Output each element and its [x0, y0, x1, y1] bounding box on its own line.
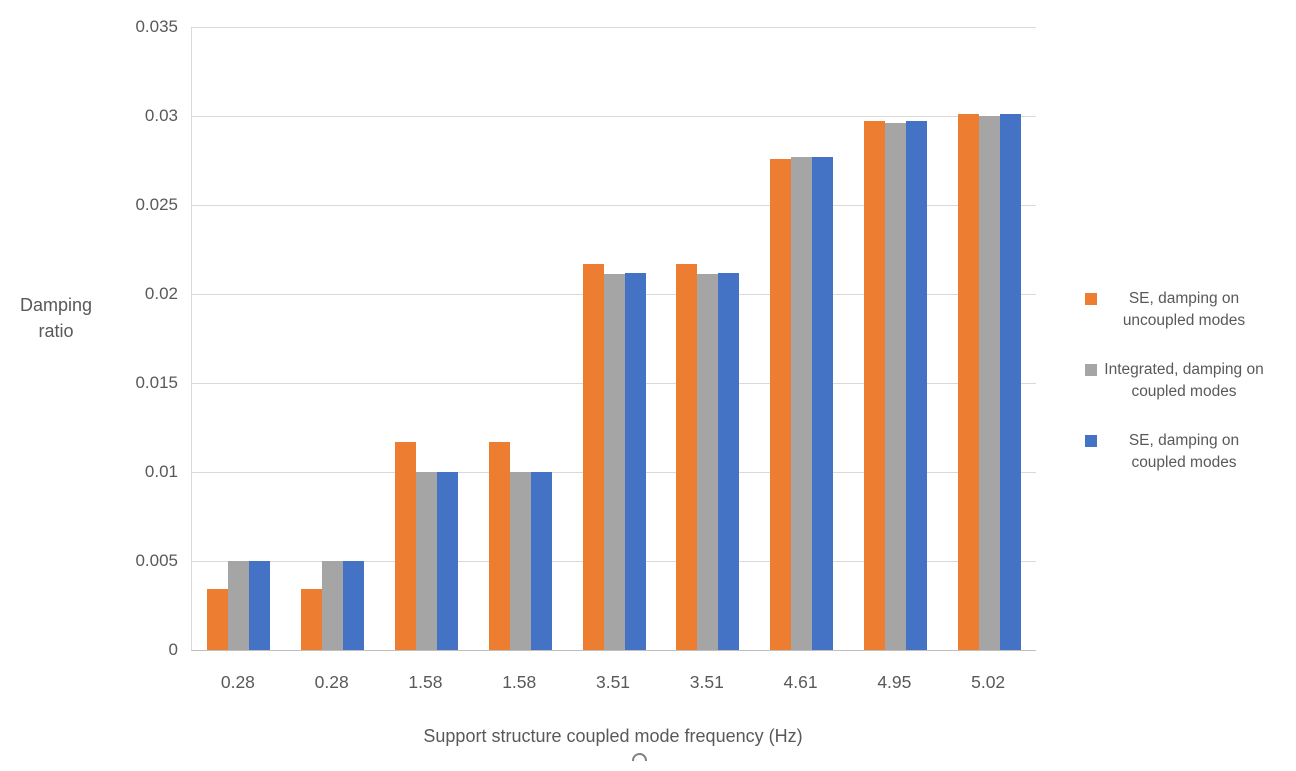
bar	[415, 472, 437, 650]
bar	[488, 441, 510, 650]
legend-item-se-coupled: SE, damping on coupled modes	[1085, 430, 1295, 474]
bar-group	[192, 27, 286, 650]
x-tick-label: 3.51	[595, 672, 631, 692]
bar	[957, 114, 979, 650]
bar-group	[848, 27, 942, 650]
bar	[676, 263, 698, 650]
bar	[905, 121, 927, 650]
y-axis-title: Damping ratio	[19, 295, 93, 341]
bar	[582, 263, 604, 650]
bar	[978, 116, 1000, 650]
x-tick-label: 1.58	[408, 672, 443, 692]
bar	[770, 158, 792, 650]
bar	[718, 272, 740, 650]
bar	[624, 272, 646, 650]
bar-group	[567, 27, 661, 650]
bar	[343, 561, 365, 650]
legend-marker-icon	[1085, 293, 1097, 305]
bar-group	[286, 27, 380, 650]
plot-area	[191, 26, 1036, 651]
legend-item-integrated-coupled: Integrated, damping on coupled modes	[1085, 359, 1295, 403]
x-tick-label: 1.58	[502, 672, 537, 692]
x-tick-label: 4.61	[783, 672, 818, 692]
bar	[884, 123, 906, 650]
gridline	[192, 115, 1036, 117]
legend-marker-icon	[1085, 435, 1097, 447]
bar	[697, 274, 719, 650]
x-tick-label: 4.95	[877, 672, 912, 692]
legend: SE, damping on uncoupled modes Integrate…	[1085, 288, 1295, 474]
gridline	[192, 204, 1036, 206]
y-tick-label: 0.01	[144, 462, 178, 481]
legend-marker-icon	[1085, 364, 1097, 376]
bar	[791, 156, 813, 650]
x-tick-label: 3.51	[689, 672, 724, 692]
x-tick-label: 0.28	[220, 672, 255, 692]
bar-group	[380, 27, 474, 650]
bar-group	[473, 27, 567, 650]
bar	[301, 589, 323, 650]
legend-item-se-uncoupled: SE, damping on uncoupled modes	[1085, 288, 1295, 332]
bar	[812, 156, 834, 650]
gridline	[192, 26, 1036, 28]
bar	[207, 589, 229, 650]
bar	[603, 274, 625, 650]
bar-group	[942, 27, 1036, 650]
bar-groups	[192, 27, 1036, 650]
y-tick-label: 0.03	[144, 106, 178, 125]
bar	[322, 561, 344, 650]
bar	[249, 561, 271, 650]
bar	[436, 472, 458, 650]
y-tick-label: 0	[168, 640, 178, 659]
legend-label: SE, damping on coupled modes	[1128, 432, 1240, 471]
y-tick-label: 0.005	[135, 551, 178, 570]
y-tick-label: 0.025	[135, 195, 178, 214]
y-tick-label: 0.02	[144, 284, 178, 303]
bar	[530, 472, 552, 650]
x-axis-tick-labels: 0.28 0.28 1.58 1.58 3.51 3.51 4.61 4.95 5.02	[191, 672, 1035, 693]
x-axis-title: Support structure coupled mode frequency…	[423, 726, 803, 746]
legend-label: SE, damping on uncoupled modes	[1122, 290, 1246, 329]
legend-label: Integrated, damping on coupled modes	[1104, 361, 1264, 400]
y-tick-label: 0.015	[135, 373, 178, 392]
y-tick-label: 0.035	[135, 17, 178, 36]
x-tick-label: 5.02	[971, 672, 1006, 692]
x-tick-label: 0.28	[314, 672, 349, 692]
bar-group	[755, 27, 849, 650]
bar	[999, 114, 1021, 650]
bar	[863, 121, 885, 650]
bar	[509, 472, 531, 650]
bar-group	[661, 27, 755, 650]
bar	[394, 441, 416, 650]
bar	[228, 561, 250, 650]
cropped-text-fragment	[632, 753, 647, 761]
